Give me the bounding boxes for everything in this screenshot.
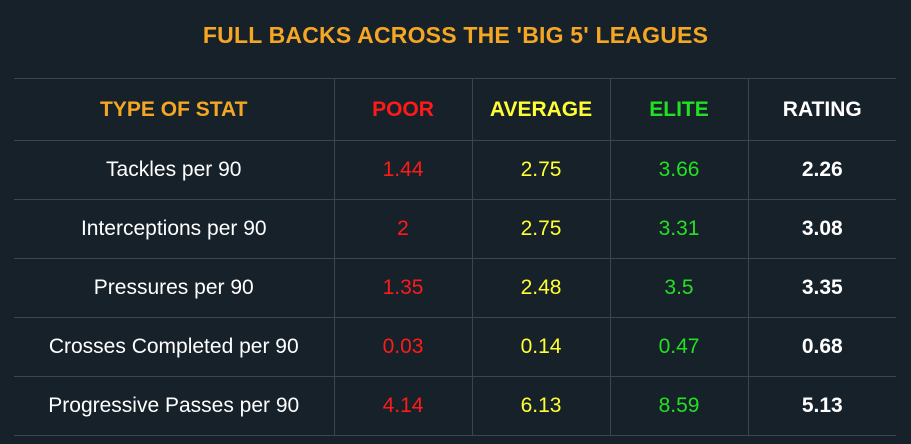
header-poor: POOR [334,78,473,141]
table-row: Pressures per 90 1.35 2.48 3.5 3.35 [14,258,896,318]
elite-cell: 0.47 [610,317,749,377]
average-cell: 2.75 [472,140,611,200]
poor-cell: 2 [334,199,473,259]
stat-name-cell: Crosses Completed per 90 [14,317,335,377]
poor-cell: 0.03 [334,317,473,377]
average-cell: 6.13 [472,376,611,436]
stats-table: TYPE OF STAT POOR AVERAGE ELITE RATING T… [14,78,896,436]
stat-name-cell: Pressures per 90 [14,258,335,318]
table-row: Crosses Completed per 90 0.03 0.14 0.47 … [14,317,896,377]
table-row: Tackles per 90 1.44 2.75 3.66 2.26 [14,140,896,200]
table-row: Interceptions per 90 2 2.75 3.31 3.08 [14,199,896,259]
average-cell: 0.14 [472,317,611,377]
page-title: FULL BACKS ACROSS THE 'BIG 5' LEAGUES [202,22,709,48]
stat-name-cell: Progressive Passes per 90 [14,376,335,436]
poor-cell: 1.35 [334,258,473,318]
rating-cell: 3.35 [748,258,896,318]
rating-cell: 5.13 [748,376,896,436]
stat-name-cell: Tackles per 90 [14,140,335,200]
table-body: Tackles per 90 1.44 2.75 3.66 2.26 Inter… [14,140,896,436]
table-row: Progressive Passes per 90 4.14 6.13 8.59… [14,376,896,436]
table-header: TYPE OF STAT POOR AVERAGE ELITE RATING [14,78,896,141]
average-cell: 2.48 [472,258,611,318]
elite-cell: 8.59 [610,376,749,436]
elite-cell: 3.66 [610,140,749,200]
header-elite: ELITE [610,78,749,141]
poor-cell: 1.44 [334,140,473,200]
header-row: TYPE OF STAT POOR AVERAGE ELITE RATING [14,78,896,141]
header-rating: RATING [748,78,896,141]
header-average: AVERAGE [472,78,611,141]
average-cell: 2.75 [472,199,611,259]
rating-cell: 3.08 [748,199,896,259]
header-stat: TYPE OF STAT [14,78,335,141]
rating-cell: 0.68 [748,317,896,377]
elite-cell: 3.5 [610,258,749,318]
elite-cell: 3.31 [610,199,749,259]
stat-name-cell: Interceptions per 90 [14,199,335,259]
poor-cell: 4.14 [334,376,473,436]
rating-cell: 2.26 [748,140,896,200]
